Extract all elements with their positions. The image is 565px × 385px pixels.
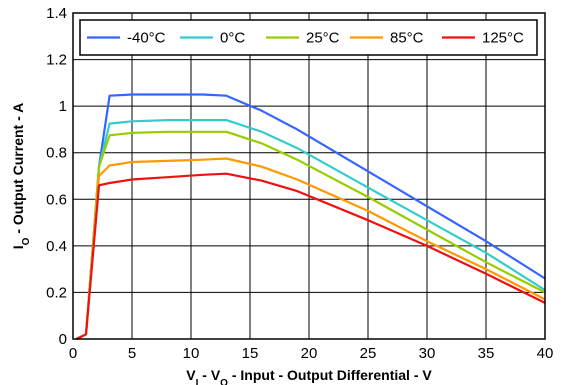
y-tick-label: 1.4 <box>46 5 67 22</box>
x-tick-label: 35 <box>478 345 495 362</box>
legend-label: 25°C <box>306 30 340 47</box>
x-tick-label: 40 <box>537 345 554 362</box>
y-tick-labels: 0 0.2 0.4 0.6 0.8 1 1.2 1.4 <box>46 5 67 348</box>
legend: -40°C 0°C 25°C 85°C 125°C <box>79 19 538 56</box>
x-tick-label: 20 <box>301 345 318 362</box>
x-tick-label: 25 <box>360 345 377 362</box>
y-tick-label: 0.4 <box>46 238 67 255</box>
series-line <box>76 130 546 340</box>
x-tick-label: 30 <box>419 345 436 362</box>
legend-label: -40°C <box>127 30 166 47</box>
y-tick-label: 0.6 <box>46 191 67 208</box>
series-line <box>76 157 546 340</box>
series-line <box>76 93 546 340</box>
grid <box>73 13 545 339</box>
y-tick-label: 1 <box>59 98 67 115</box>
legend-label: 125°C <box>482 30 524 47</box>
x-tick-label: 10 <box>183 345 200 362</box>
series-line <box>76 172 546 340</box>
y-axis-title: IO - Output Current - A <box>10 103 32 249</box>
x-tick-label: 0 <box>69 345 77 362</box>
x-tick-label: 15 <box>242 345 259 362</box>
legend-label: 0°C <box>220 30 245 47</box>
plot-frame <box>72 12 546 340</box>
y-tick-label: 1.2 <box>46 52 67 69</box>
y-tick-label: 0.2 <box>46 284 67 301</box>
legend-label: 85°C <box>390 30 424 47</box>
x-axis-title: VI - VO - Input - Output Differential - … <box>186 367 432 385</box>
x-tick-label: 5 <box>128 345 136 362</box>
y-tick-label: 0.8 <box>46 145 67 162</box>
y-tick-label: 0 <box>59 331 67 348</box>
x-tick-labels: 0 5 10 15 20 25 30 35 40 <box>69 345 554 362</box>
series-lines <box>76 93 546 340</box>
